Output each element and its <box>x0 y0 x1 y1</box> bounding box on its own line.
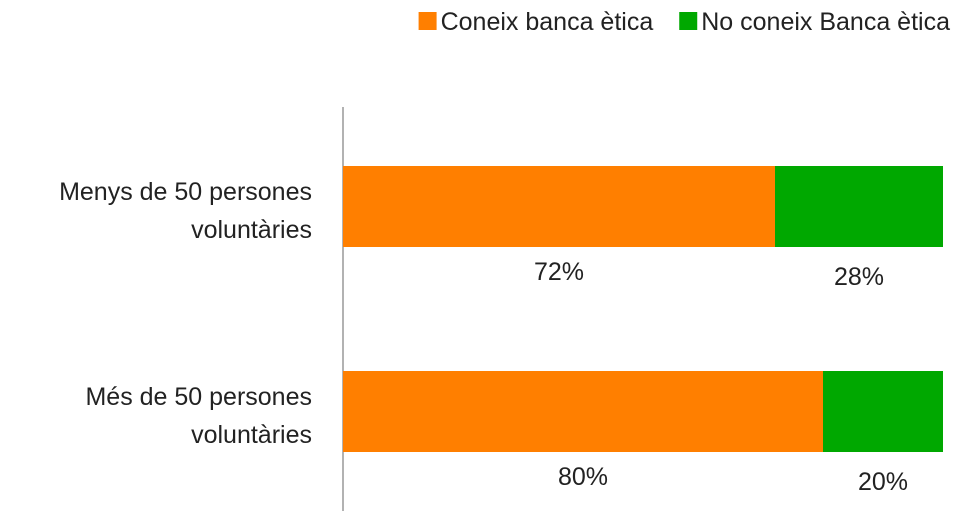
bar-segment <box>775 166 943 247</box>
category-label: Menys de 50 persones voluntàries <box>59 178 312 244</box>
legend: Coneix banca ètica No coneix Banca ètica <box>418 8 950 36</box>
category-label: Més de 50 persones voluntàries <box>85 383 312 449</box>
category-labels: Menys de 50 persones voluntàries Més de 50… <box>59 178 312 449</box>
data-label: 20% <box>858 468 908 496</box>
bar-segment <box>343 371 823 452</box>
legend-item: No coneix Banca ètica <box>679 8 950 36</box>
data-labels: 72% 28% 80% 20% <box>534 258 908 496</box>
legend-swatch <box>679 12 698 30</box>
data-label: 28% <box>834 263 884 291</box>
bars <box>343 166 943 452</box>
legend-swatch <box>418 12 437 30</box>
data-label: 80% <box>558 463 608 491</box>
bar-segment <box>823 371 943 452</box>
data-label: 72% <box>534 258 584 286</box>
legend-label: Coneix banca ètica <box>441 8 654 36</box>
legend-label: No coneix Banca ètica <box>701 8 950 36</box>
legend-item: Coneix banca ètica <box>418 8 654 36</box>
bar-segment <box>343 166 775 247</box>
